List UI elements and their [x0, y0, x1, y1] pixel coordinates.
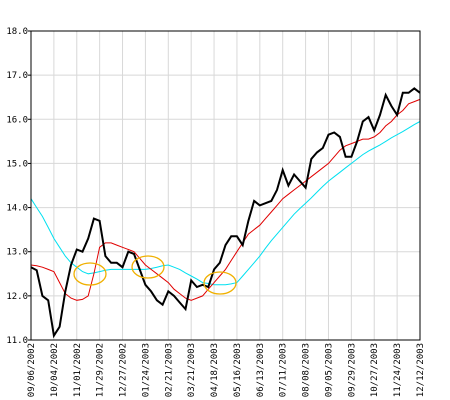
x-tick-label: 11/01/2002 [73, 343, 83, 397]
x-tick-label: 09/29/2003 [347, 343, 357, 397]
x-tick-label: 02/21/2003 [164, 343, 174, 397]
x-tick-label: 09/06/2002 [27, 343, 37, 397]
y-tick-label: 14.0 [6, 204, 28, 214]
x-tick-label: 10/04/2002 [50, 343, 60, 397]
y-tick-label: 11.0 [6, 336, 28, 346]
y-tick-label: 12.0 [6, 292, 28, 302]
x-tick-label: 04/18/2003 [210, 343, 220, 397]
highlight-ellipse [203, 271, 237, 295]
y-tick-label: 17.0 [6, 71, 28, 81]
x-tick-label: 03/21/2003 [187, 343, 197, 397]
highlight-ellipse [73, 262, 107, 286]
x-tick-label: 09/05/2003 [324, 343, 334, 397]
grid [28, 30, 421, 341]
highlight-ellipse [131, 255, 165, 279]
plot-frame [30, 30, 421, 341]
y-tick-label: 18.0 [6, 27, 28, 37]
x-tick-label: 08/08/2003 [302, 343, 312, 397]
series-line [30, 87, 421, 339]
x-tick-label: 01/24/2003 [141, 343, 151, 397]
series-line [30, 121, 421, 286]
x-tick-label: 07/11/2003 [279, 343, 289, 397]
x-tick-label: 12/12/2003 [416, 343, 426, 397]
x-tick-label: 10/27/2003 [370, 343, 380, 397]
plot [30, 87, 421, 339]
x-tick-label: 12/27/2002 [119, 343, 129, 397]
y-tick-label: 16.0 [6, 115, 28, 125]
y-tick-label: 15.0 [6, 159, 28, 169]
x-tick-label: 05/16/2003 [233, 343, 243, 397]
x-tick-label: 11/24/2003 [393, 343, 403, 397]
annotations [73, 255, 237, 295]
series-line [30, 98, 421, 301]
x-tick-label: 11/29/2002 [96, 343, 106, 397]
y-tick-label: 13.0 [6, 248, 28, 258]
x-tick-label: 06/13/2003 [256, 343, 266, 397]
